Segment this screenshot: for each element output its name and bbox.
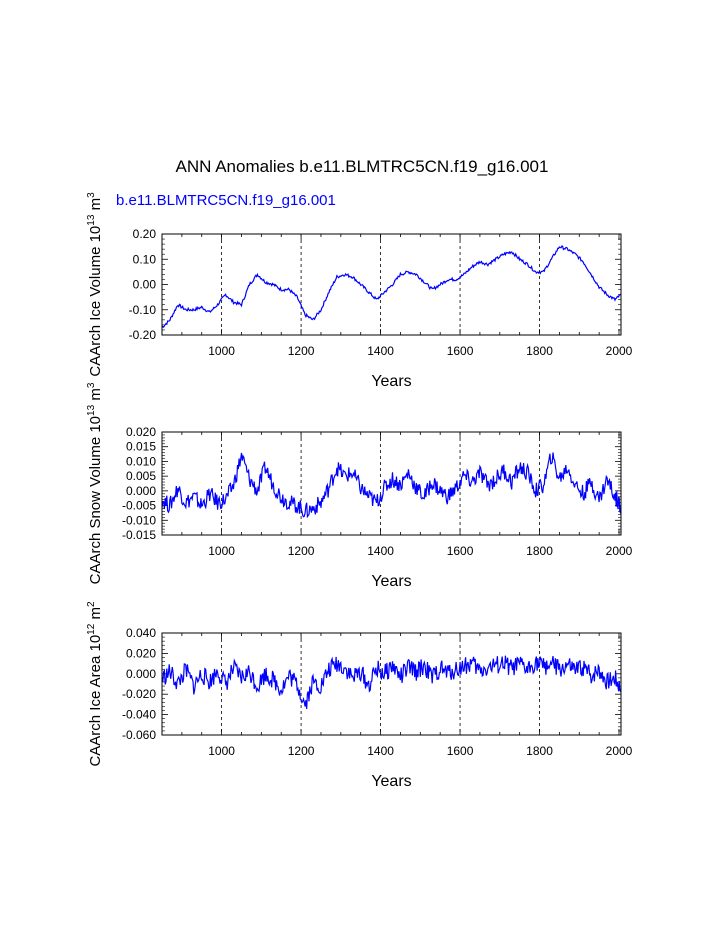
- x-tick-label: 2000: [606, 344, 633, 358]
- y-tick-label: -0.010: [122, 513, 156, 527]
- y-label-text: CAArch Ice Volume 10: [87, 226, 104, 377]
- plot-frame: [161, 233, 622, 336]
- y-tick-label: -0.005: [122, 499, 156, 513]
- x-tick-label: 1600: [447, 544, 474, 558]
- y-tick-label: 0.020: [126, 425, 156, 439]
- x-tick-label: 1800: [526, 344, 553, 358]
- y-label-unit-exponent: 3: [86, 382, 97, 388]
- y-axis-label: CAArch Ice Volume 1013 m3: [86, 192, 104, 377]
- plot-frame: [161, 431, 622, 536]
- x-tick-label: 1600: [447, 744, 474, 758]
- x-tick-label: 2000: [606, 744, 633, 758]
- y-axis-label: CAArch Ice Area 1012 m2: [86, 601, 104, 767]
- panel-snow-volume: -0.015-0.010-0.0050.0000.0050.0100.0150.…: [86, 382, 633, 590]
- y-tick-label: -0.20: [129, 328, 157, 342]
- x-tick-label: 1000: [208, 744, 235, 758]
- panel-ice-area: -0.060 -0.040 -0.020 0.000 0.020 0.040 1000 120…: [86, 601, 633, 790]
- y-tick-label: 0.040: [126, 626, 156, 640]
- y-label-text: CAArch Snow Volume 10: [87, 416, 104, 584]
- plot-frame: [161, 632, 622, 736]
- x-tick-label: 1000: [208, 344, 235, 358]
- x-tick-label: 1400: [367, 344, 394, 358]
- panel-ice-volume: -0.20 -0.10 0.00 0.10 0.20 1000 1200 1400 1600 18…: [86, 192, 633, 390]
- y-tick-label: 0.020: [126, 646, 156, 660]
- x-tick-label: 1400: [367, 744, 394, 758]
- y-axis-label: CAArch Snow Volume 1013 m3: [86, 382, 104, 584]
- y-tick-label: 0.010: [126, 454, 156, 468]
- chart-title: ANN Anomalies b.e11.BLMTRC5CN.f19_g16.00…: [176, 157, 549, 176]
- y-tick-label: -0.040: [122, 708, 156, 722]
- y-tick-label: -0.020: [122, 687, 156, 701]
- y-tick-label: -0.060: [122, 728, 156, 742]
- x-tick-label: 1800: [526, 744, 553, 758]
- legend-label: b.e11.BLMTRC5CN.f19_g16.001: [116, 192, 336, 209]
- series-line-ice-area: [161, 655, 622, 709]
- y-tick-label: -0.015: [122, 528, 156, 542]
- y-label-unit-exponent: 3: [86, 192, 97, 198]
- y-label-unit: m: [87, 198, 104, 215]
- x-tick-label: 1000: [208, 544, 235, 558]
- y-tick-label: 0.10: [133, 252, 157, 266]
- series-line-snow-volume: [161, 452, 622, 519]
- y-label-unit: m: [87, 388, 104, 405]
- y-label-exponent: 12: [86, 623, 97, 635]
- y-label-text: CAArch Ice Area 10: [87, 635, 104, 767]
- y-tick-label: 0.000: [126, 667, 156, 681]
- series-line-ice-volume: [161, 245, 622, 328]
- x-tick-label: 1200: [288, 544, 315, 558]
- y-label-exponent: 13: [86, 214, 97, 226]
- y-label-unit-exponent: 2: [86, 601, 97, 607]
- x-tick-label: 1400: [367, 544, 394, 558]
- x-tick-label: 1800: [526, 544, 553, 558]
- x-axis-label: Years: [371, 573, 411, 590]
- x-tick-label: 2000: [606, 544, 633, 558]
- y-tick-label: 0.00: [133, 278, 157, 292]
- x-tick-label: 1200: [288, 744, 315, 758]
- y-tick-label: 0.015: [126, 440, 156, 454]
- chart-panels: -0.20 -0.10 0.00 0.10 0.20 1000 1200 1400 1600 18…: [86, 192, 633, 790]
- x-axis-label: Years: [371, 773, 411, 790]
- x-axis-label: Years: [371, 373, 411, 390]
- y-label-exponent: 13: [86, 404, 97, 416]
- y-tick-label: 0.000: [126, 484, 156, 498]
- x-tick-label: 1600: [447, 344, 474, 358]
- x-tick-label: 1200: [288, 344, 315, 358]
- y-label-unit: m: [87, 607, 104, 624]
- y-tick-label: 0.005: [126, 469, 156, 483]
- y-tick-label: 0.20: [133, 227, 157, 241]
- y-tick-label: -0.10: [129, 303, 157, 317]
